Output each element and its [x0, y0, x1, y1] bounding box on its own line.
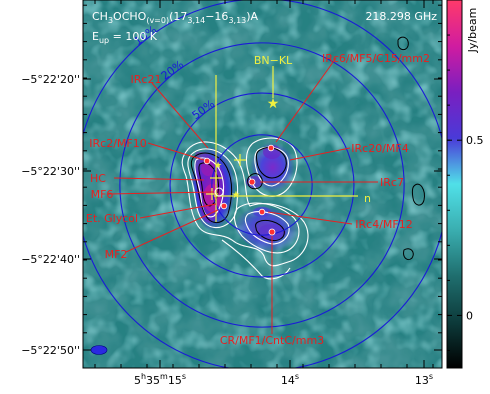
peak-irc7 [248, 178, 256, 186]
ra-tick-label-1: 14s [281, 372, 299, 387]
yellow-cross-1 [234, 154, 246, 166]
primary-beam-rings [83, 0, 442, 368]
label-irc6: IRc6/MF5/C15/mm2 [322, 52, 430, 65]
hc-star: ★ [214, 161, 222, 171]
contour-black-e [411, 183, 425, 206]
ra-tick-label-2: 13s [415, 372, 433, 387]
n-label: n [364, 192, 371, 205]
yellow-markers [206, 66, 358, 222]
yellow-cross-3 [206, 188, 218, 200]
dec-tick-labels: −5°22'20'' −5°22'30'' −5°22'40'' −5°22'5… [21, 73, 80, 357]
contour-black-main [190, 152, 233, 223]
dec-tick-label-1: −5°22'30'' [21, 165, 80, 178]
peak-labels: IRc6/MF5/C15/mm2 IRc21 IRc2/MF10 IRc20/M… [86, 52, 430, 347]
colorbar-ticks [447, 34, 462, 351]
dec-ticks [83, 4, 442, 351]
black-contours [190, 36, 425, 261]
plot-frame [82, 0, 443, 369]
colorbar-tick-labels: 00.5 [466, 134, 484, 322]
yellow-cross-2 [210, 172, 222, 184]
eup-label: Eup = 100 K [92, 30, 158, 45]
peak-mf2 [220, 202, 228, 210]
peak-mf6 [214, 187, 224, 197]
label-irc4: IRc4/MF12 [355, 218, 412, 231]
ring-2 [119, 42, 405, 328]
label-irc20: IRc20/MF4 [351, 142, 408, 155]
leader-lines [107, 57, 378, 334]
colorbar [446, 0, 463, 369]
ring-1 [169, 92, 355, 278]
map-image: 50%20%10% ★ ★ ★ BN−KL n [83, 0, 442, 368]
peak-irc6 [267, 144, 275, 152]
contour-black-irc7 [247, 173, 263, 190]
colorbar-tick-label-1: 0.5 [466, 134, 484, 147]
beam-ellipse [90, 345, 108, 355]
label-irc21: IRc21 [131, 73, 162, 86]
contour-black-south [255, 219, 285, 241]
bn-kl-star: ★ [267, 96, 280, 112]
label-mf6: MF6 [91, 188, 114, 201]
leader-mf2 [125, 209, 219, 253]
contour-black-se [403, 248, 414, 261]
leader-irc4 [267, 211, 353, 225]
leader-mf6 [107, 191, 215, 195]
leader-etglycol [139, 203, 217, 219]
dec-tick-label-2: −5°22'40'' [21, 253, 80, 266]
peak-markers [203, 144, 276, 236]
contour-black-east [255, 147, 287, 179]
contour-south [233, 202, 300, 254]
ra-tick-labels: 5h35m15s 14s 13s [134, 372, 433, 387]
peak-irc2 [203, 157, 211, 165]
label-hc: HC [90, 172, 106, 185]
peak-irc4 [258, 208, 266, 216]
colorbar-label: Jy/beam [466, 8, 479, 54]
peak-cr [268, 228, 276, 236]
dec-tick-label-0: −5°22'20'' [21, 73, 80, 86]
contour-outer [181, 141, 309, 267]
leader-hc [113, 177, 205, 181]
frequency-label: 218.298 GHz [365, 10, 437, 23]
contour-black-core [198, 162, 219, 207]
leader-irc21 [151, 82, 209, 149]
ra-tick-label-0: 5h35m15s [134, 372, 186, 387]
transition-title: CH3OCHO(v=0)(173,14−163,13)A [92, 10, 259, 25]
label-irc2: IRc2/MF10 [89, 137, 146, 150]
n-star: ★ [232, 190, 241, 201]
label-mf2: MF2 [105, 248, 128, 261]
contour-east-inner [254, 146, 289, 187]
label-cr: CR/MF1/CntC/mm3 [220, 334, 324, 347]
ring-0 [211, 134, 313, 236]
label-etglycol: Et. Glycol [86, 212, 138, 225]
bn-kl-label: BN−KL [254, 54, 293, 67]
leader-irc2 [147, 142, 205, 161]
leader-irc6 [275, 57, 337, 143]
label-irc7: IRc7 [380, 176, 404, 189]
contour-black-ne [397, 36, 409, 51]
colorbar-tick-label-0: 0 [466, 309, 473, 322]
ra-ticks [94, 0, 434, 368]
leader-irc20 [289, 147, 351, 161]
dec-tick-label-3: −5°22'50'' [21, 344, 80, 357]
contour-mid [187, 148, 239, 229]
